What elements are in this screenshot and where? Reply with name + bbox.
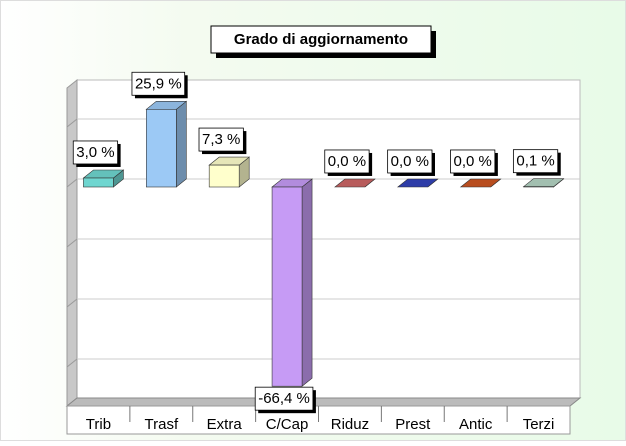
value-label: -66,4 % xyxy=(258,390,310,407)
value-label: 7,3 % xyxy=(202,131,240,148)
bar xyxy=(272,179,312,386)
x-tick-label: Trib xyxy=(86,416,111,433)
x-tick-label: Riduz xyxy=(331,416,369,433)
value-label: 0,0 % xyxy=(328,153,366,170)
value-label: 0,1 % xyxy=(516,153,554,170)
x-tick-label: C/Cap xyxy=(266,416,309,433)
chart-title: Grado di aggiornamento xyxy=(234,31,408,48)
bar xyxy=(146,101,186,187)
bar-side xyxy=(176,101,186,187)
value-label: 3,0 % xyxy=(76,144,114,161)
x-tick-label: Antic xyxy=(459,416,493,433)
x-tick-label: Extra xyxy=(207,416,243,433)
bar-front xyxy=(272,187,302,386)
value-label: 25,9 % xyxy=(135,75,182,92)
x-tick-label: Prest xyxy=(395,416,431,433)
bar-front xyxy=(146,109,176,187)
value-label: 0,0 % xyxy=(454,153,492,170)
bar xyxy=(209,157,249,187)
bar-side xyxy=(302,179,312,386)
value-label: 0,0 % xyxy=(391,153,429,170)
floor xyxy=(67,398,580,406)
bar-front xyxy=(83,178,113,187)
x-tick-label: Trasf xyxy=(145,416,179,433)
bar-front xyxy=(209,165,239,187)
x-tick-label: Terzi xyxy=(523,416,555,433)
